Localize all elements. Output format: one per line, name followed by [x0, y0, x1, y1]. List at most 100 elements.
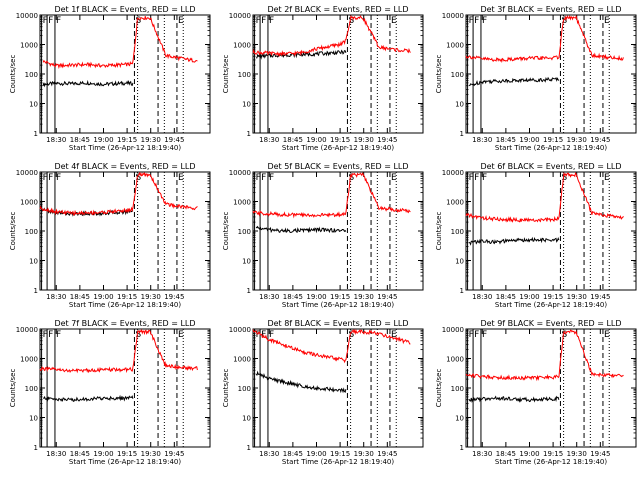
x-tick-label: 18:45 [70, 136, 90, 144]
x-axis-label: Start Time (26-Apr-12 18:19:40) [495, 301, 607, 309]
events-series-line [43, 394, 134, 402]
x-tick-label: 18:45 [70, 293, 90, 301]
marker-label: F [48, 173, 53, 183]
x-tick-label: 19:45 [164, 293, 184, 301]
detector-panel-9: Det 9f BLACK = Events, RED = LLD 1 10 100 10… [435, 319, 637, 466]
x-axis-label: Start Time (26-Apr-12 18:19:40) [69, 458, 181, 466]
marker-label: E [391, 173, 397, 183]
x-tick-label: 19:30 [141, 450, 161, 458]
x-tick-label: 19:30 [354, 450, 374, 458]
y-tick-label: 1000 [20, 356, 38, 364]
panel-title: Det 1f BLACK = Events, RED = LLD [54, 5, 195, 14]
events-series-line [42, 79, 134, 88]
y-tick-label: 1 [247, 130, 251, 138]
x-tick-label: 18:30 [259, 450, 279, 458]
x-tick-label: 18:30 [472, 136, 492, 144]
y-tick-label: 10000 [16, 169, 38, 177]
y-axis-label: Counts/sec [435, 369, 443, 408]
y-tick-label: 1 [247, 287, 251, 295]
marker-label: F [256, 16, 261, 26]
y-axis-label: Counts/sec [9, 369, 17, 408]
y-tick-label: 1000 [446, 356, 464, 364]
x-tick-label: 19:45 [590, 136, 610, 144]
marker-label: F [474, 173, 479, 183]
detector-panel-7: Det 7f BLACK = Events, RED = LLD 1 10 100 10… [9, 319, 211, 466]
x-tick-label: 19:00 [93, 450, 113, 458]
detector-panel-6: Det 6f BLACK = Events, RED = LLD 1 10 100 10… [435, 162, 637, 309]
y-tick-label: 1000 [233, 199, 251, 207]
y-tick-label: 10 [29, 258, 38, 266]
x-axis-label: Start Time (26-Apr-12 18:19:40) [282, 458, 394, 466]
x-axis-label: Start Time (26-Apr-12 18:19:40) [69, 144, 181, 152]
x-tick-label: 18:30 [472, 450, 492, 458]
events-series-line [255, 225, 347, 234]
plot-frame [39, 328, 211, 448]
x-tick-label: 18:30 [46, 450, 66, 458]
x-tick-label: 19:30 [354, 293, 374, 301]
x-tick-label: 19:00 [306, 450, 326, 458]
marker-label: E [178, 173, 184, 183]
x-tick-label: 19:15 [543, 293, 563, 301]
y-tick-label: 1000 [446, 199, 464, 207]
y-tick-label: 10 [29, 415, 38, 423]
lld-series-line [252, 172, 411, 219]
y-tick-label: 1 [460, 287, 464, 295]
detector-panel-5: Det 5f BLACK = Events, RED = LLD 1 10 100 10… [222, 162, 424, 309]
panel-title: Det 6f BLACK = Events, RED = LLD [480, 162, 621, 171]
marker-label: E [604, 16, 610, 26]
x-tick-label: 19:15 [330, 293, 350, 301]
y-axis-label: Counts/sec [435, 55, 443, 94]
detector-panel-3: Det 3f BLACK = Events, RED = LLD 1 10 100 10… [435, 5, 637, 152]
lld-series-line [252, 14, 411, 57]
detector-panel-8: Det 8f BLACK = Events, RED = LLD 1 10 100 10… [222, 319, 424, 466]
x-tick-label: 19:30 [141, 136, 161, 144]
marker-label: E [178, 330, 184, 340]
marker-label: F [482, 173, 487, 183]
y-tick-label: 1 [34, 287, 38, 295]
events-series-line [468, 76, 560, 87]
y-tick-label: 1 [460, 444, 464, 452]
y-tick-label: 100 [25, 71, 38, 79]
y-tick-label: 100 [451, 71, 464, 79]
marker-label: F [56, 16, 61, 26]
marker-label: S [135, 173, 141, 183]
lld-series-line [252, 328, 411, 364]
plot-frame [252, 14, 424, 134]
x-tick-label: 19:30 [567, 136, 587, 144]
marker-label: F [43, 330, 48, 340]
marker-label: F [256, 173, 261, 183]
marker-label: F [469, 16, 474, 26]
marker-label: F [56, 330, 61, 340]
lld-series-line [465, 329, 624, 382]
x-tick-label: 19:00 [519, 450, 539, 458]
plot-frame [465, 14, 637, 134]
x-tick-label: 18:30 [259, 293, 279, 301]
marker-label: S [561, 173, 567, 183]
y-tick-label: 10 [242, 415, 251, 423]
x-tick-label: 19:30 [141, 293, 161, 301]
panel-title: Det 2f BLACK = Events, RED = LLD [267, 5, 408, 14]
y-tick-label: 1000 [233, 42, 251, 50]
panel-title: Det 9f BLACK = Events, RED = LLD [480, 319, 621, 328]
x-tick-label: 19:15 [543, 136, 563, 144]
marker-label: F [256, 330, 261, 340]
y-tick-label: 10000 [229, 326, 251, 334]
x-tick-label: 19:15 [117, 450, 137, 458]
y-tick-label: 10000 [229, 169, 251, 177]
marker-label: F [48, 330, 53, 340]
y-axis-label: Counts/sec [9, 212, 17, 251]
marker-label: F [48, 16, 53, 26]
marker-label: F [482, 330, 487, 340]
x-tick-label: 18:45 [496, 450, 516, 458]
x-tick-label: 19:00 [306, 293, 326, 301]
marker-label: F [474, 330, 479, 340]
y-axis-label: Counts/sec [9, 55, 17, 94]
plot-frame [465, 171, 637, 291]
panel-title: Det 3f BLACK = Events, RED = LLD [480, 5, 621, 14]
x-tick-label: 19:30 [354, 136, 374, 144]
panel-title: Det 8f BLACK = Events, RED = LLD [267, 319, 408, 328]
marker-label: F [469, 173, 474, 183]
marker-label: S [561, 16, 567, 26]
y-tick-label: 10000 [442, 326, 464, 334]
